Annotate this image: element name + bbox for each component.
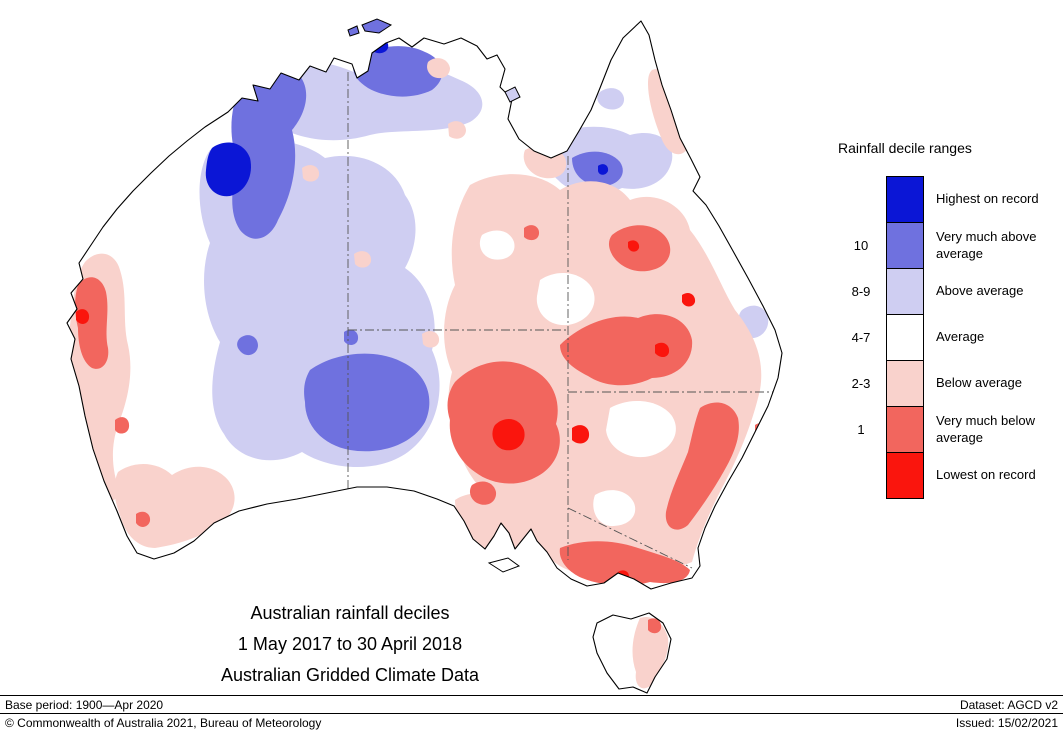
base-period-text: Base period: 1900—Apr 2020 xyxy=(5,697,164,712)
footer-row-top: Base period: 1900—Apr 2020 Dataset: AGCD… xyxy=(0,695,1063,713)
legend-swatch xyxy=(886,406,924,453)
dataset-text: Dataset: AGCD v2 xyxy=(959,697,1058,712)
legend-label: Very much below average xyxy=(936,412,1035,445)
legend-entry: Lowest on record xyxy=(836,452,1056,499)
legend-entry: 2-3 Below average xyxy=(836,360,1056,407)
footer-row-bottom: © Commonwealth of Australia 2021, Bureau… xyxy=(0,713,1063,731)
state-borders xyxy=(347,72,778,569)
legend-label: Average xyxy=(936,329,985,345)
legend-swatch xyxy=(886,176,924,223)
legend-swatch xyxy=(886,360,924,407)
map-title-block: Australian rainfall deciles 1 May 2017 t… xyxy=(128,604,572,697)
legend-swatch xyxy=(886,314,924,361)
legend-label: Lowest on record xyxy=(936,467,1036,483)
offshore-islands xyxy=(347,18,521,573)
issued-text: Issued: 15/02/2021 xyxy=(955,715,1058,730)
legend-label: Below average xyxy=(936,375,1022,391)
legend-swatch xyxy=(886,268,924,315)
australia-rainfall-map xyxy=(66,18,783,694)
legend-label: Above average xyxy=(936,283,1024,299)
coastline xyxy=(66,20,783,694)
map-title-line2: 1 May 2017 to 30 April 2018 xyxy=(237,634,463,654)
legend: Rainfall decile ranges Highest on record… xyxy=(836,140,1056,499)
legend-label: Highest on record xyxy=(936,191,1039,207)
rainfall-decile-regions xyxy=(69,39,769,689)
legend-range-label: 8-9 xyxy=(851,284,871,299)
map-title-line1: Australian rainfall deciles xyxy=(250,603,450,623)
map-title-line3: Australian Gridded Climate Data xyxy=(220,665,480,685)
legend-range-label: 1 xyxy=(857,422,865,437)
map-area xyxy=(66,18,783,694)
legend-label: Very much above average xyxy=(936,228,1037,261)
legend-swatch xyxy=(886,222,924,269)
footer: Base period: 1900—Apr 2020 Dataset: AGCD… xyxy=(0,695,1063,731)
copyright-text: © Commonwealth of Australia 2021, Bureau… xyxy=(5,715,322,730)
legend-swatch xyxy=(886,452,924,499)
legend-entry: Highest on record xyxy=(836,176,1056,223)
legend-entry: 10 Very much above average xyxy=(836,222,1056,269)
legend-entry: 8-9 Above average xyxy=(836,268,1056,315)
legend-entry: 4-7 Average xyxy=(836,314,1056,361)
legend-title: Rainfall decile ranges xyxy=(838,140,972,156)
legend-entry: 1 Very much below average xyxy=(836,406,1056,453)
legend-range-label: 10 xyxy=(853,238,869,253)
legend-range-label: 2-3 xyxy=(851,376,871,391)
legend-range-label: 4-7 xyxy=(851,330,871,345)
